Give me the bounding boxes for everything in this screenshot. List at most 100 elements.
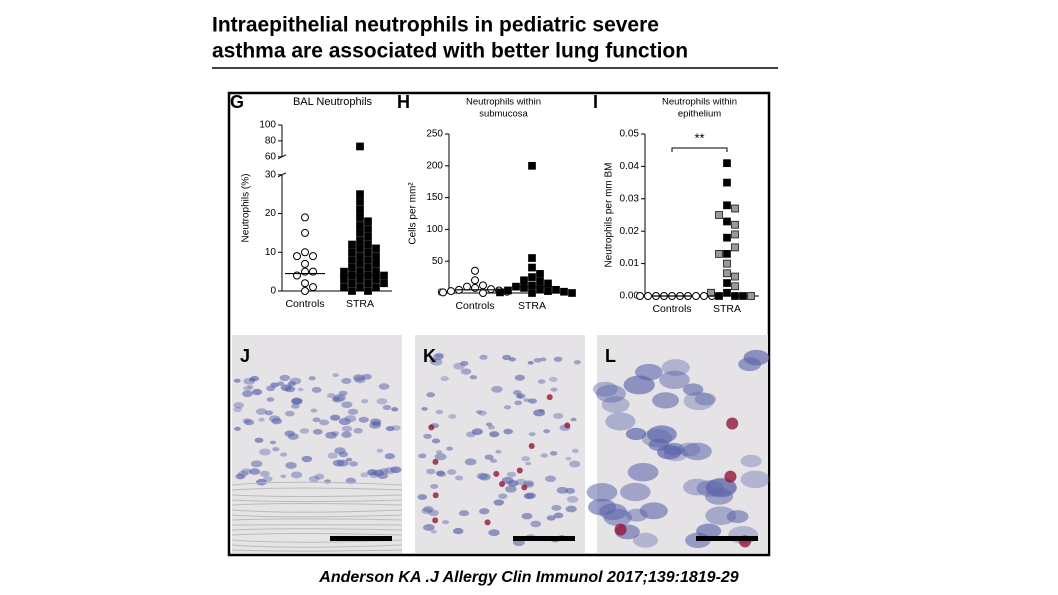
nucleus [269,440,277,445]
nucleus [627,462,659,482]
histology-image: J [231,335,403,553]
neutrophil-stain [516,467,523,474]
nucleus [248,377,256,382]
y-tick-label: 0.04 [620,161,640,172]
data-point [356,205,364,214]
slide-title: Intraepithelial neutrophils in pediatric… [212,14,659,37]
nucleus [525,492,537,499]
nucleus [237,470,249,477]
data-point [700,292,708,300]
nucleus [435,409,444,415]
nucleus [464,458,477,466]
nucleus [478,410,487,416]
x-tick-label: Controls [285,298,324,310]
nucleus [376,448,384,453]
nucleus [428,358,438,364]
nucleus [487,425,495,430]
nucleus [242,390,253,398]
nucleus [489,458,498,463]
nucleus [287,381,296,387]
nucleus [426,468,436,475]
histology-image: K [415,335,585,553]
nucleus [553,356,563,362]
data-point [528,254,536,262]
nucleus [422,505,434,513]
x-tick-label: Controls [455,300,494,312]
data-point [372,260,380,268]
nucleus [479,354,488,360]
nucleus [570,417,577,422]
nucleus [683,391,715,411]
tissue-fiber [231,533,403,536]
nucleus [297,387,304,392]
nucleus [533,357,542,363]
nucleus [332,373,339,378]
nucleus [361,399,369,404]
nucleus [434,453,447,461]
nucleus [458,510,470,517]
data-point [723,259,731,268]
nucleus [553,512,564,519]
panel-label: G [230,92,244,112]
nucleus [502,354,512,361]
nucleus [503,405,512,410]
data-point [560,287,568,296]
data-point [364,248,372,257]
nucleus [743,349,770,366]
nucleus [323,479,332,484]
nucleus [259,470,270,477]
data-point [731,220,739,229]
nucleus [501,476,514,484]
nucleus [311,386,322,393]
nucleus [623,375,655,395]
data-point [731,282,739,291]
nucleus [452,527,464,535]
nucleus [382,404,392,411]
nucleus [705,478,737,498]
data-point [644,292,652,300]
tissue-fiber [231,499,403,503]
scale-bar [330,536,392,541]
data-point [356,229,364,237]
nucleus [539,357,547,362]
nucleus [652,392,680,409]
data-point [372,252,380,260]
nucleus [537,379,546,384]
nucleus [440,376,449,382]
chart-title: epithelium [678,109,721,120]
panel-label: I [593,92,598,112]
neutrophil-stain [726,417,739,430]
nucleus [242,418,251,424]
x-tick-label: Controls [652,303,691,315]
nucleus [384,453,395,460]
nucleus [391,407,399,412]
data-point [544,279,552,288]
nucleus [418,453,427,459]
nucleus [540,453,548,458]
nucleus [244,419,255,426]
nucleus [521,512,533,520]
nucleus [430,358,443,366]
nucleus [694,392,717,406]
data-point [356,244,364,253]
data-point [528,289,536,297]
nucleus [270,382,279,388]
nucleus [586,483,618,502]
data-point [536,277,544,286]
nucleus [553,412,564,420]
nucleus [603,508,633,526]
data-point [520,276,528,285]
nucleus [327,393,336,399]
data-point [471,276,479,285]
data-point [348,240,356,249]
nucleus [272,447,280,452]
figure-frame [227,91,771,557]
nucleus [417,494,428,500]
nucleus [308,475,320,483]
image-background [415,335,585,553]
panel-label: J [240,346,250,366]
nucleus [341,431,352,438]
y-tick-label: 0.05 [620,129,640,140]
nucleus [442,520,450,525]
nucleus [549,451,558,456]
